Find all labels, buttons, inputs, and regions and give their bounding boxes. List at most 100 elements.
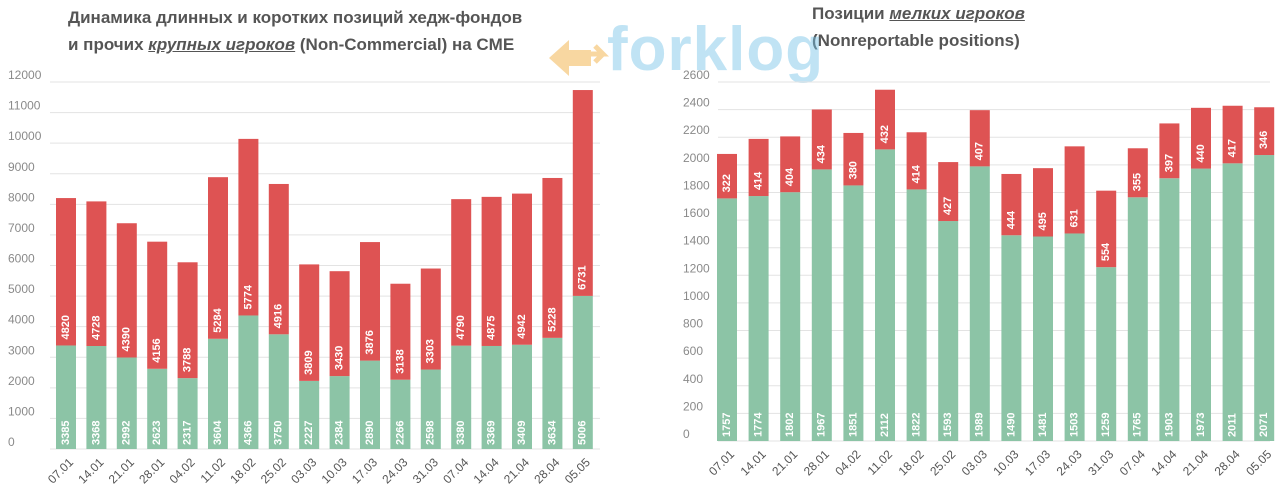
data-label: 414: [911, 164, 923, 183]
x-tick-label: 25.02: [927, 447, 958, 478]
y-tick-label: 1000: [683, 289, 710, 303]
bar-short: [1001, 173, 1022, 236]
y-tick-label: 9000: [8, 160, 35, 174]
data-label: 4390: [121, 327, 133, 351]
y-tick-label: 7000: [8, 221, 35, 235]
bar-short: [86, 201, 107, 346]
bar-long: [875, 149, 895, 442]
bar-short: [969, 110, 990, 167]
bar-short: [1064, 146, 1085, 234]
bar-short: [938, 162, 959, 222]
x-tick-label: 28.01: [801, 447, 832, 478]
x-tick-label: 21.01: [769, 447, 800, 478]
bar-long: [938, 221, 959, 441]
data-label: 5774: [242, 284, 254, 309]
y-tick-label: 2200: [683, 123, 710, 137]
bar-long: [268, 334, 289, 449]
right-title-line1-pre: Позиции: [812, 4, 890, 23]
y-tick-label: 10000: [8, 129, 42, 143]
data-label: 4728: [90, 316, 102, 340]
y-tick-label: 0: [8, 435, 15, 449]
left-chart-title: Динамика длинных и коротких позиций хедж…: [68, 4, 522, 58]
data-label: 2623: [151, 421, 163, 445]
data-label: 1989: [974, 413, 986, 437]
x-tick-label: 18.02: [896, 447, 927, 478]
right-chart-title: Позиции мелких игроков (Nonreportable po…: [812, 0, 1025, 54]
data-label: 2598: [425, 421, 437, 445]
bar-long: [208, 338, 228, 449]
bar-long: [451, 345, 472, 449]
bar-long: [811, 169, 832, 441]
data-label: 2112: [879, 413, 891, 437]
bar-long: [360, 360, 380, 449]
bar-long: [1159, 178, 1180, 441]
x-tick-label: 05.05: [1243, 447, 1274, 478]
y-tick-label: 200: [683, 399, 703, 413]
y-tick-label: 1600: [683, 206, 710, 220]
bar-long: [177, 378, 198, 449]
x-tick-label: 11.02: [865, 447, 896, 478]
bar-long: [1191, 168, 1211, 442]
bar-short: [147, 241, 168, 369]
left-title-line1: Динамика длинных и коротких позиций хедж…: [68, 8, 523, 27]
bar-short: [329, 271, 350, 377]
bar-long: [1254, 155, 1275, 441]
bar-long: [1001, 235, 1022, 441]
right-title-line2: (Nonreportable positions): [812, 31, 1020, 50]
data-label: 3303: [425, 339, 437, 363]
data-label: 3750: [273, 421, 285, 445]
data-label: 4366: [242, 421, 254, 445]
data-label: 427: [942, 197, 954, 215]
data-label: 2266: [394, 421, 406, 445]
data-label: 1903: [1163, 413, 1175, 437]
data-label: 432: [879, 125, 891, 143]
x-tick-label: 10.03: [990, 447, 1021, 478]
bar-long: [86, 345, 107, 449]
data-label: 3788: [182, 348, 194, 372]
left-title-line2-post: (Non-Commercial) на CME: [295, 35, 515, 54]
right-title-line1-em: мелких игроков: [889, 4, 1025, 23]
bar-short: [780, 136, 801, 193]
data-label: 3368: [90, 421, 102, 445]
data-label: 495: [1037, 212, 1049, 230]
bar-long: [512, 344, 532, 449]
data-label: 2071: [1258, 413, 1270, 437]
y-tick-label: 600: [683, 344, 703, 358]
bar-short: [1254, 107, 1275, 156]
bar-long: [1096, 267, 1117, 441]
bar-short: [481, 196, 502, 346]
data-label: 2890: [364, 421, 376, 445]
bar-short: [451, 199, 472, 346]
bar-short: [299, 264, 320, 381]
data-label: 1593: [942, 413, 954, 437]
data-label: 5006: [577, 421, 589, 445]
data-label: 1774: [753, 412, 765, 437]
bar-short: [1096, 190, 1117, 268]
bar-short: [1127, 148, 1148, 198]
bar-short: [1033, 168, 1053, 237]
bar-short: [360, 242, 380, 361]
data-label: 5284: [212, 307, 224, 332]
data-label: 3876: [364, 330, 376, 354]
x-tick-label: 07.01: [706, 447, 737, 478]
data-label: 4790: [455, 315, 467, 339]
data-label: 6731: [577, 265, 589, 289]
bar-short: [811, 109, 832, 170]
data-label: 554: [1100, 242, 1112, 261]
x-tick-label: 24.03: [1054, 447, 1085, 478]
data-label: 631: [1069, 209, 1081, 227]
data-label: 3604: [212, 420, 224, 445]
data-label: 3138: [394, 349, 406, 373]
y-tick-label: 2000: [8, 374, 35, 388]
data-label: 1967: [816, 413, 828, 437]
logo-arrows-icon: [549, 40, 609, 76]
y-tick-label: 2600: [683, 68, 710, 82]
x-tick-label: 07.04: [1117, 447, 1148, 478]
data-label: 397: [1163, 154, 1175, 172]
left-title-line2-em: крупных игроков: [148, 35, 296, 54]
data-label: 3809: [303, 350, 315, 374]
bar-short: [1222, 105, 1243, 164]
left-title-line2: и прочих крупных игроков (Non-Commercial…: [68, 31, 522, 58]
data-label: 404: [784, 167, 796, 186]
